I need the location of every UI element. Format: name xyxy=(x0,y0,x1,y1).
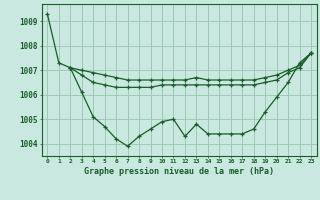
X-axis label: Graphe pression niveau de la mer (hPa): Graphe pression niveau de la mer (hPa) xyxy=(84,167,274,176)
